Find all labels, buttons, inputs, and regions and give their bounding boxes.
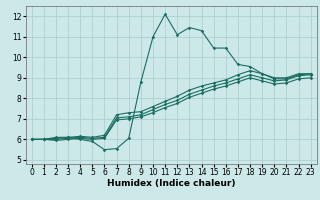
X-axis label: Humidex (Indice chaleur): Humidex (Indice chaleur): [107, 179, 236, 188]
